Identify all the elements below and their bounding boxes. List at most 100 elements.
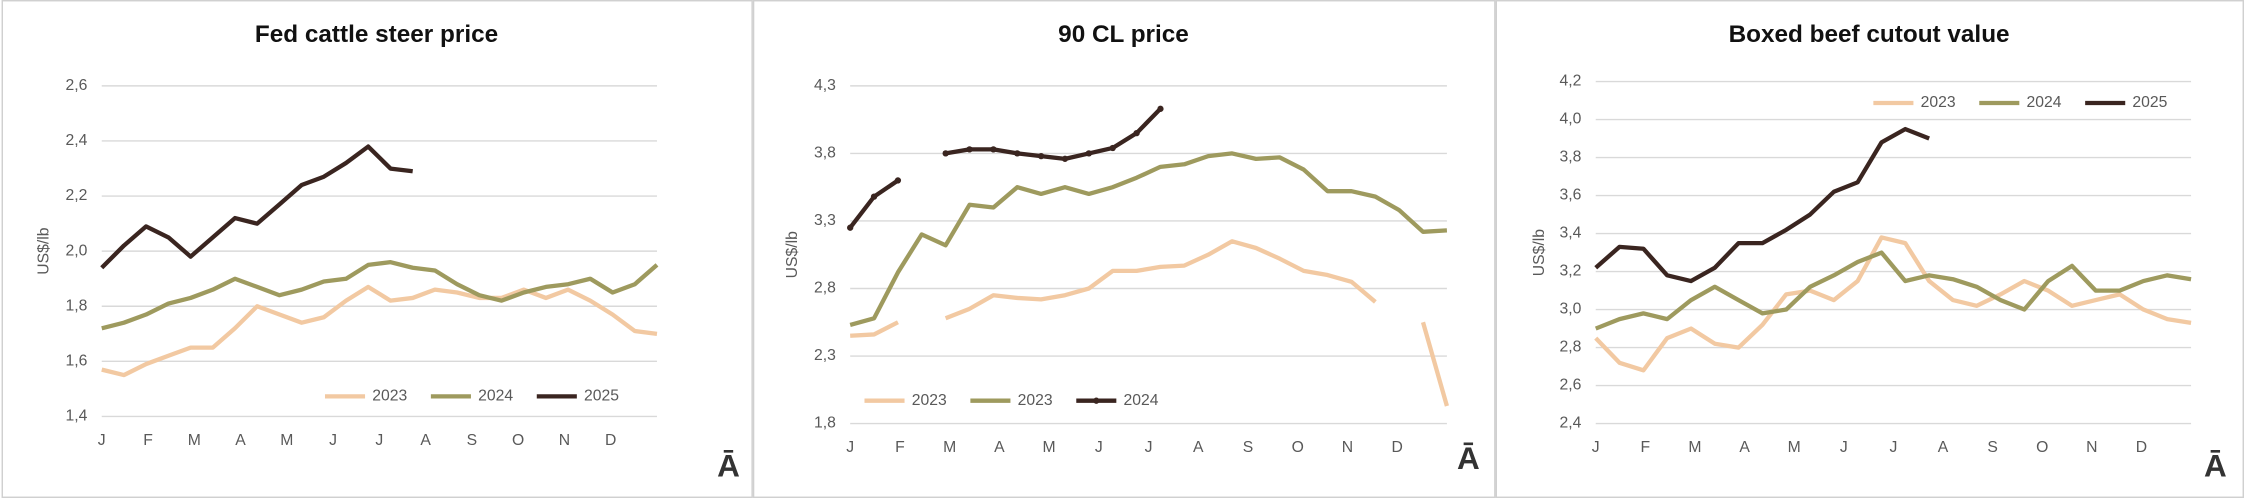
x-tick-label: J xyxy=(329,432,337,449)
y-tick-label: 3,6 xyxy=(1560,187,1582,204)
logo: Ā xyxy=(717,448,740,483)
series-line xyxy=(1594,235,2192,373)
legend-label: 2025 xyxy=(2132,94,2167,111)
series-marker xyxy=(1157,105,1164,112)
x-tick-label: O xyxy=(2036,439,2048,456)
y-axis-title: US$/lb xyxy=(1531,229,1548,276)
x-tick-label: A xyxy=(994,439,1005,456)
logo: Ā xyxy=(1457,441,1480,476)
x-tick-label: A xyxy=(1938,439,1949,456)
y-tick-label: 3,2 xyxy=(1560,263,1582,280)
legend-label: 2024 xyxy=(1124,392,1159,409)
x-tick-label: O xyxy=(1292,439,1304,456)
series-marker xyxy=(942,150,949,157)
y-tick-label: 4,3 xyxy=(814,77,836,94)
x-tick-label: J xyxy=(98,432,106,449)
series-line xyxy=(1594,250,2192,331)
y-tick-label: 3,3 xyxy=(814,212,836,229)
y-tick-label: 4,2 xyxy=(1560,73,1582,90)
x-tick-label: A xyxy=(1193,439,1204,456)
logo: Ā xyxy=(2204,448,2227,483)
y-tick-label: 2,4 xyxy=(1560,415,1582,432)
y-tick-label: 1,4 xyxy=(66,408,88,425)
y-tick-label: 2,4 xyxy=(66,132,88,149)
x-tick-label: N xyxy=(1342,439,1353,456)
legend-label: 2023 xyxy=(372,388,407,405)
x-tick-label: J xyxy=(1592,439,1600,456)
panel-border xyxy=(752,0,1496,498)
series-line xyxy=(849,151,1448,328)
x-tick-label: S xyxy=(1987,439,1998,456)
legend-label: 2024 xyxy=(478,388,513,405)
y-tick-label: 2,8 xyxy=(1560,339,1582,356)
y-tick-label: 1,8 xyxy=(814,415,836,432)
series-marker xyxy=(1014,150,1021,157)
x-tick-label: M xyxy=(1043,439,1056,456)
legend-label: 2024 xyxy=(2026,94,2061,111)
x-tick-label: D xyxy=(2136,439,2147,456)
y-tick-label: 3,4 xyxy=(1560,225,1582,242)
y-tick-label: 3,8 xyxy=(1560,149,1582,166)
y-tick-label: 2,3 xyxy=(814,347,836,364)
series-marker xyxy=(1061,155,1069,162)
y-axis-title: US$/lb xyxy=(36,227,53,274)
x-tick-label: J xyxy=(375,432,383,449)
series-line xyxy=(101,260,659,331)
series-marker xyxy=(1133,129,1140,137)
series-line xyxy=(848,107,1162,229)
legend-label: 2023 xyxy=(912,392,947,409)
x-tick-label: J xyxy=(1145,439,1153,456)
y-tick-label: 2,2 xyxy=(66,187,88,204)
series-marker xyxy=(894,177,902,184)
chart-title: 90 CL price xyxy=(1058,21,1189,48)
y-tick-label: 4,0 xyxy=(1560,111,1582,128)
legend-label: 2025 xyxy=(584,388,619,405)
y-axis-title: US$/lb xyxy=(784,231,801,278)
panel-border xyxy=(1,0,753,498)
y-tick-label: 3,8 xyxy=(814,145,836,162)
x-tick-label: S xyxy=(467,432,478,449)
y-tick-label: 2,8 xyxy=(814,280,836,297)
x-tick-label: J xyxy=(1889,439,1897,456)
x-tick-label: N xyxy=(2086,439,2097,456)
x-tick-label: F xyxy=(1641,439,1651,456)
x-tick-label: J xyxy=(1840,439,1848,456)
chart-title: Fed cattle steer price xyxy=(255,21,498,48)
x-tick-label: A xyxy=(1739,439,1750,456)
series-marker xyxy=(966,146,973,153)
x-tick-label: D xyxy=(605,432,616,449)
x-tick-label: A xyxy=(420,432,431,449)
series-marker xyxy=(1037,152,1045,160)
x-tick-label: D xyxy=(1391,439,1402,456)
legend-marker xyxy=(1093,397,1100,404)
y-tick-label: 2,6 xyxy=(66,77,88,94)
x-tick-label: S xyxy=(1243,439,1254,456)
y-tick-label: 1,6 xyxy=(66,352,88,369)
x-tick-label: F xyxy=(143,432,153,449)
x-tick-label: M xyxy=(943,439,956,456)
x-tick-label: N xyxy=(559,432,570,449)
legend-label: 2023 xyxy=(1921,94,1956,111)
y-tick-label: 1,8 xyxy=(66,297,88,314)
x-tick-label: M xyxy=(188,432,201,449)
x-tick-label: M xyxy=(1688,439,1701,456)
series-marker xyxy=(1085,150,1093,157)
x-tick-label: M xyxy=(280,432,293,449)
x-tick-label: A xyxy=(235,432,246,449)
series-marker xyxy=(870,193,878,200)
legend-label: 2023 xyxy=(1018,392,1053,409)
x-tick-label: M xyxy=(1788,439,1801,456)
series-line xyxy=(1594,126,1930,284)
series-line xyxy=(101,284,658,378)
series-line xyxy=(850,239,1449,407)
x-tick-label: J xyxy=(1095,439,1103,456)
series-marker xyxy=(847,224,854,231)
x-tick-label: O xyxy=(512,432,524,449)
panel-border xyxy=(1495,0,2244,498)
series-marker xyxy=(990,146,997,153)
y-tick-label: 3,0 xyxy=(1560,301,1582,318)
series-line xyxy=(100,144,413,270)
chart-title: Boxed beef cutout value xyxy=(1729,21,2010,48)
